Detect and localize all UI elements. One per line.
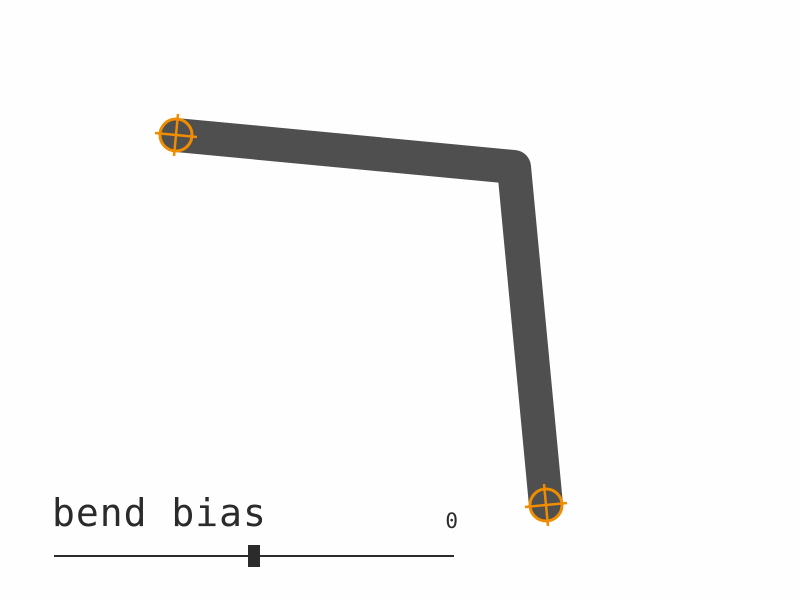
start-handle[interactable] <box>154 113 198 157</box>
bend-bias-label: bend bias <box>52 491 267 535</box>
crosshair-icon <box>542 483 550 527</box>
end-handle[interactable] <box>524 483 568 527</box>
bend-bias-slider-thumb[interactable] <box>248 545 260 567</box>
crosshair-icon <box>172 113 180 157</box>
end-handle-ring <box>528 487 564 523</box>
bent-arm <box>159 118 563 522</box>
bend-bias-value: 0 <box>445 509 458 533</box>
start-handle-ring <box>158 117 194 153</box>
